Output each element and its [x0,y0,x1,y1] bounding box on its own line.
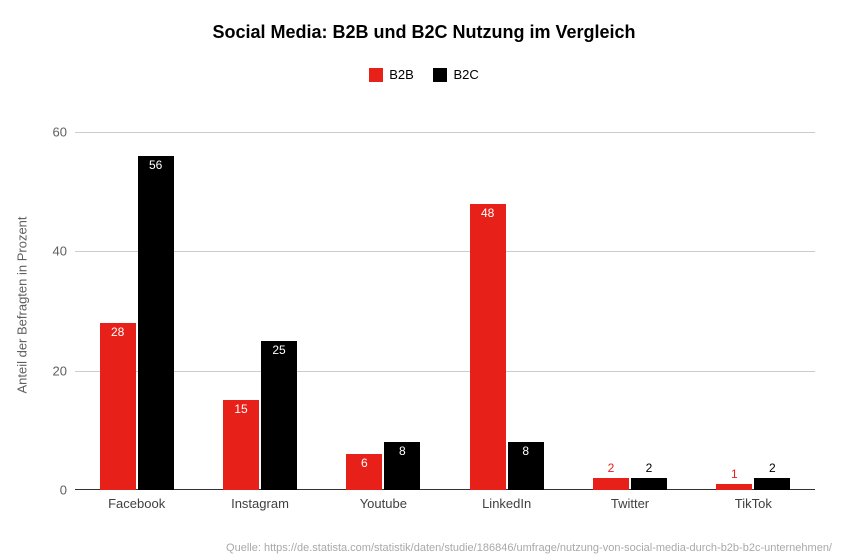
source-citation: Quelle: https://de.statista.com/statisti… [226,542,832,554]
bar-value-label: 2 [754,461,790,475]
bar-value-label: 2 [631,461,667,475]
bar: 15 [223,400,259,490]
legend-item-b2c: B2C [433,67,478,82]
gridline [75,251,815,252]
bar: 56 [138,156,174,490]
legend: B2B B2C [0,67,848,85]
bar: 6 [346,454,382,490]
bar: 2 [631,478,667,490]
gridline [75,132,815,133]
xtick-label: TikTok [693,496,813,511]
xtick-label: Twitter [570,496,690,511]
bar-group: 1525Instagram [223,341,297,490]
bar-value-label: 28 [100,325,136,339]
xtick-label: Youtube [323,496,443,511]
bar: 28 [100,323,136,490]
legend-swatch-b2c [433,68,447,82]
legend-label-b2c: B2C [453,67,478,82]
x-axis-line [75,489,815,490]
chart-container: Social Media: B2B und B2C Nutzung im Ver… [0,0,848,560]
bar: 8 [384,442,420,490]
bar: 48 [470,204,506,490]
bar-value-label: 6 [346,456,382,470]
xtick-label: Instagram [200,496,320,511]
bar: 25 [261,341,297,490]
legend-item-b2b: B2B [369,67,414,82]
bar: 2 [593,478,629,490]
ytick-label: 0 [60,483,67,498]
bar-value-label: 8 [384,444,420,458]
ytick-label: 20 [53,363,67,378]
bar-value-label: 25 [261,343,297,357]
bar-group: 488LinkedIn [470,204,544,490]
bar-value-label: 2 [593,461,629,475]
bar-group: 22Twitter [593,478,667,490]
gridline [75,371,815,372]
bar-value-label: 8 [508,444,544,458]
bar-value-label: 1 [716,467,752,481]
bar: 2 [754,478,790,490]
plot-area: 02040602856Facebook1525Instagram68Youtub… [75,120,815,490]
bar-value-label: 48 [470,206,506,220]
bar: 1 [716,484,752,490]
xtick-label: LinkedIn [447,496,567,511]
xtick-label: Facebook [77,496,197,511]
ytick-label: 60 [53,124,67,139]
legend-label-b2b: B2B [389,67,414,82]
chart-title: Social Media: B2B und B2C Nutzung im Ver… [0,0,848,43]
bar-group: 2856Facebook [100,156,174,490]
bar-group: 12TikTok [716,478,790,490]
legend-swatch-b2b [369,68,383,82]
bar-value-label: 15 [223,402,259,416]
bar-value-label: 56 [138,158,174,172]
bar-group: 68Youtube [346,442,420,490]
bar: 8 [508,442,544,490]
ytick-label: 40 [53,244,67,259]
y-axis-label: Anteil der Befragten in Prozent [15,216,30,393]
